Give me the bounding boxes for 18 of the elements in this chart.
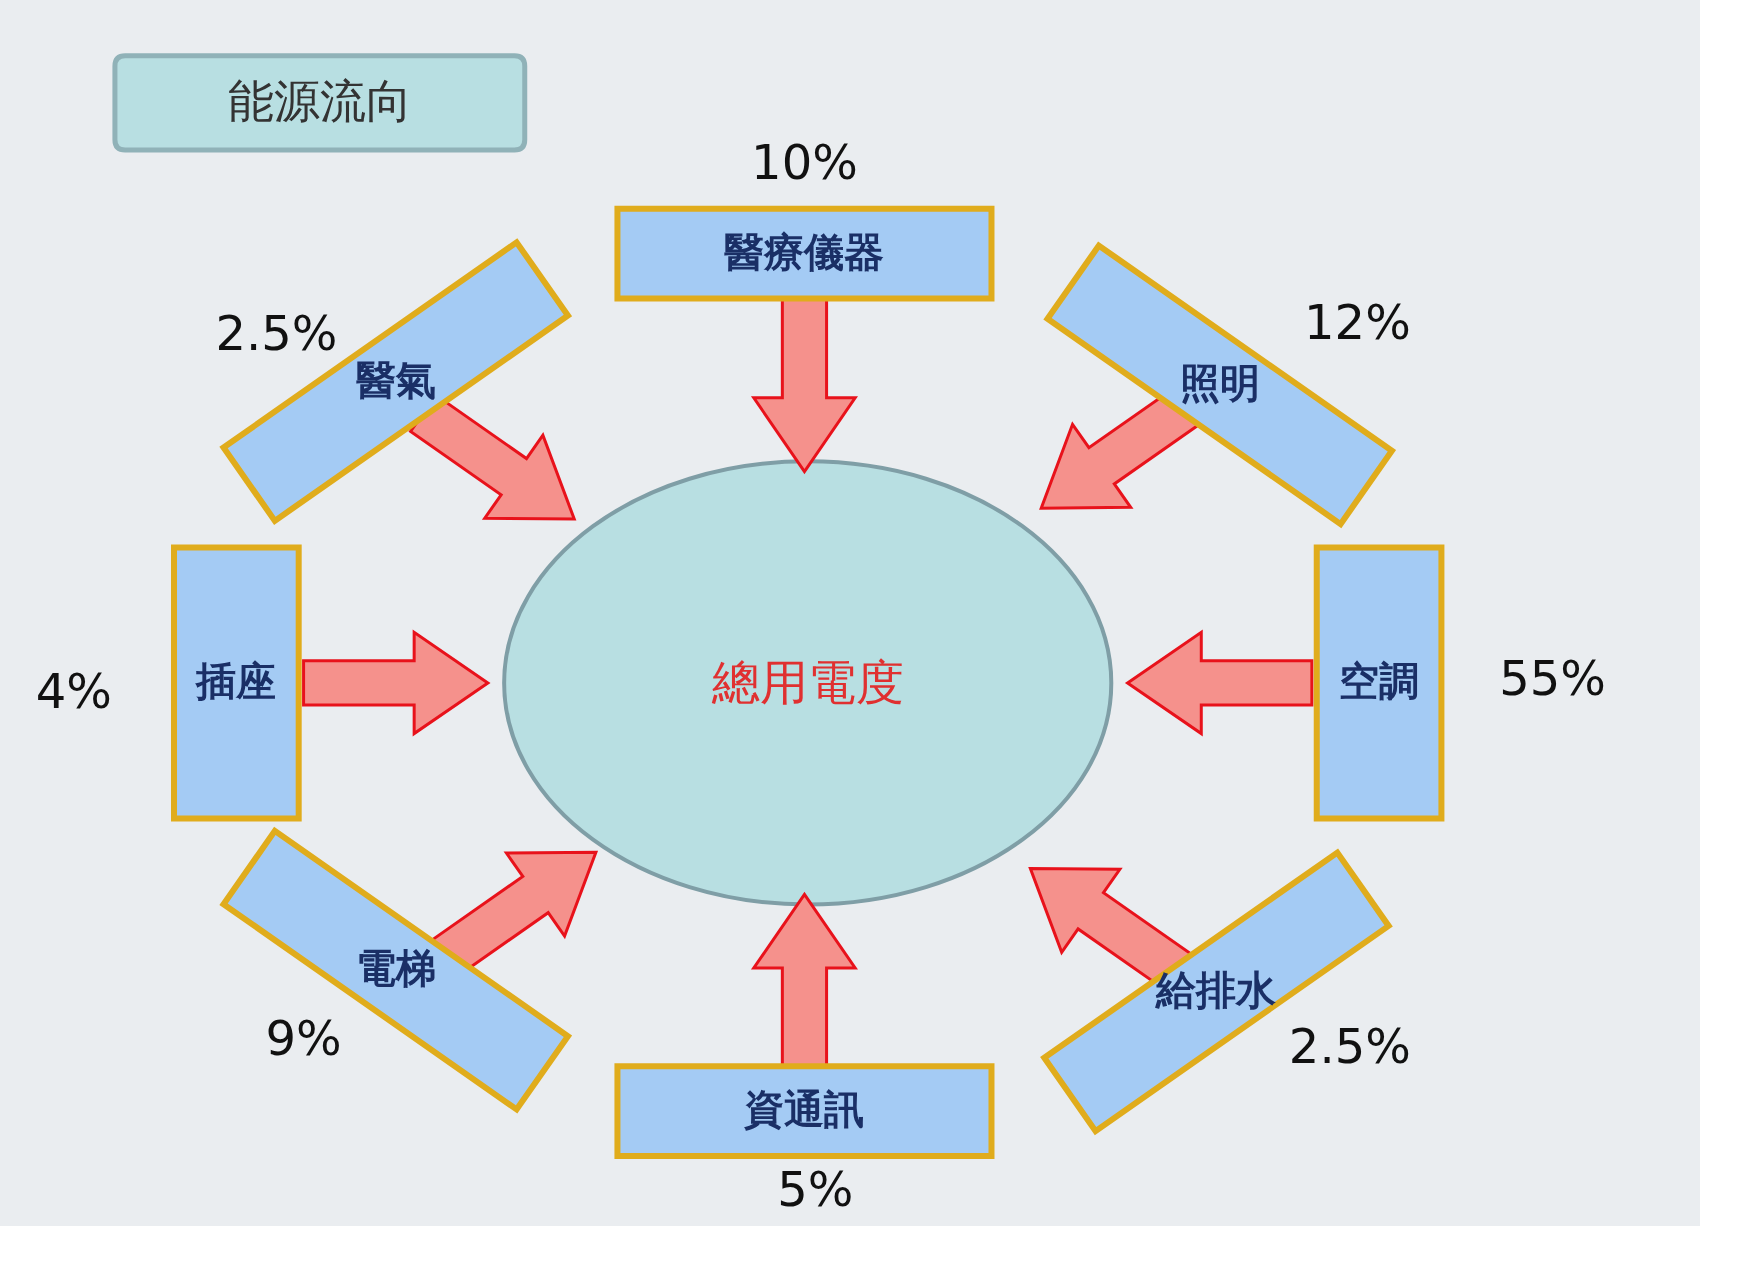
data-label: 10% [751,133,858,190]
data-label: 2.5% [1288,1018,1411,1075]
data-label: 4% [35,662,112,719]
data-label: 2.5% [215,305,338,362]
category-label: 給排水 [1155,966,1277,1013]
category-label: 醫氣 [355,356,436,403]
text: 總用電度 [710,654,904,711]
category-label: 電梯 [355,945,436,992]
text: 能源流向 [227,73,412,128]
category-label: 空調 [1339,657,1420,704]
data-label: 12% [1304,294,1411,351]
category-label: 照明 [1179,359,1260,406]
data-label: 5% [777,1161,854,1218]
data-label: 55% [1499,649,1606,706]
category-label: 插座 [195,657,277,704]
data-label: 9% [265,1009,342,1066]
category-label: 醫療儀器 [724,228,885,275]
category-label: 資通訊 [744,1086,865,1133]
